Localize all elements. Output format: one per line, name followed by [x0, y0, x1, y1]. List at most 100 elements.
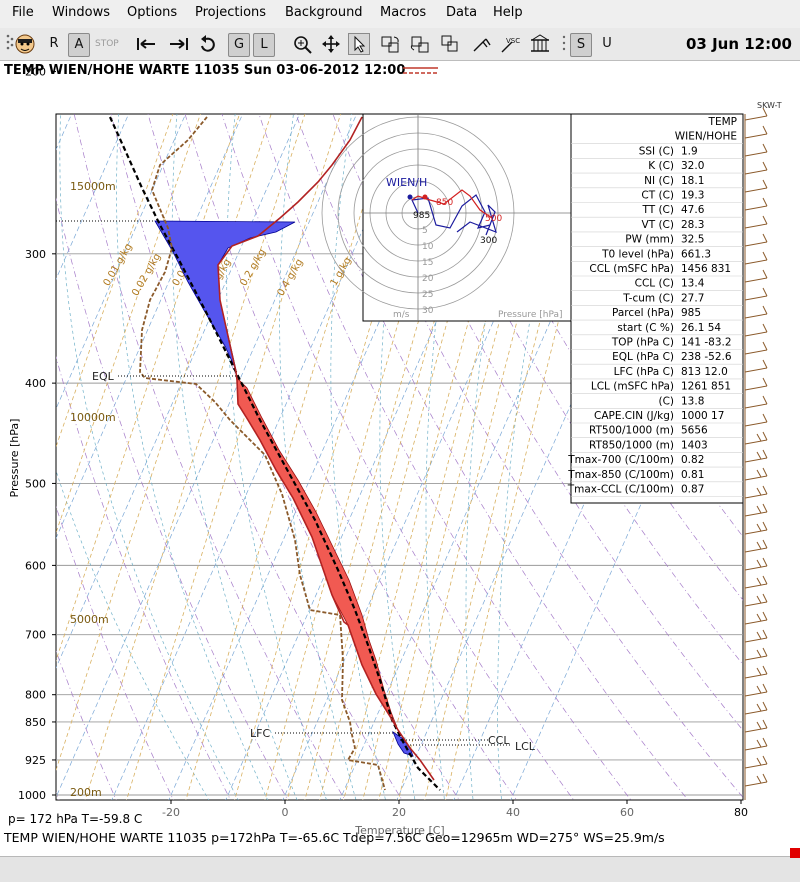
hodograph-level-985: 985 [413, 211, 430, 221]
pressure-tick-label: 300 [25, 248, 46, 261]
wind-barb-icon [744, 475, 768, 481]
cursor-readout: p= 172 hPa T=-59.8 C [8, 812, 143, 826]
mixing-ratio-line [304, 114, 494, 800]
indices-row-label: Parcel (hPa) [612, 307, 674, 319]
indices-row-label: VT (C) [642, 219, 674, 231]
wind-barb-icon [744, 745, 768, 751]
wind-column-header: SKW-T [757, 101, 782, 110]
wind-barb-feather [762, 431, 768, 441]
wind-barb-feather [762, 701, 768, 711]
wind-barb-feather [756, 649, 762, 658]
hodograph-level-300: 300 [480, 236, 497, 246]
button-s[interactable]: S [570, 33, 592, 57]
hodograph-ring-label: 20 [422, 274, 434, 284]
height-label-10000: 10000m [70, 411, 116, 424]
button-r[interactable]: R [49, 36, 59, 51]
hodograph-inset[interactable]: 5 10 15 20 25 30 WIEN/H 985 850 500 300 m/s P… [321, 113, 572, 322]
last-frame-icon[interactable] [166, 34, 190, 54]
button-a[interactable]: A [68, 33, 90, 57]
wind-barb-column: SKW-T [744, 101, 782, 800]
indices-row-value: 18.1 [681, 175, 704, 187]
pressure-tick-label: 200 [25, 66, 46, 79]
indices-row-value: 13.8 [681, 395, 704, 407]
menu-windows[interactable]: Windows [52, 5, 111, 20]
indices-row-value: 19.3 [681, 190, 704, 202]
isotherm-line [111, 114, 415, 800]
stop-button[interactable]: STOP [95, 39, 119, 49]
moist-adiabat-line [116, 114, 269, 800]
temperature-tick-label: 60 [620, 806, 634, 819]
mixing-ratio-line [319, 114, 506, 800]
wind-barb-icon [744, 187, 768, 193]
legend-swatch-icon [403, 67, 438, 74]
loop-icon[interactable] [198, 34, 220, 54]
wind-barb-feather [762, 305, 768, 315]
dry-adiabat-line [56, 649, 117, 800]
wind-barb-icon [744, 655, 768, 661]
first-frame-icon[interactable] [135, 34, 159, 54]
wind-barb-feather [762, 485, 768, 495]
dry-adiabat-line [221, 114, 575, 800]
wind-barb-feather [762, 575, 768, 585]
station-icon[interactable] [529, 33, 551, 55]
wind-barb-feather [756, 433, 762, 442]
pan-icon[interactable] [320, 34, 342, 54]
wind-barb-icon [744, 115, 768, 121]
menu-projections[interactable]: Projections [195, 5, 267, 20]
wind-barb-feather [756, 775, 762, 784]
wind-barb-icon [744, 241, 768, 247]
vsc-icon[interactable]: VSC [500, 34, 524, 54]
button-g[interactable]: G [228, 33, 250, 57]
zoom-icon[interactable] [292, 34, 314, 54]
menu-help[interactable]: Help [493, 5, 523, 20]
toolbar: R A STOP G L VSC S U 03 Jun 1 [0, 28, 800, 61]
user-face-icon[interactable] [14, 33, 36, 55]
dry-adiabat-line [56, 355, 231, 800]
wind-barb-feather [756, 577, 762, 586]
wind-barb-feather [762, 197, 768, 207]
indices-header-label: WIEN/HOHE [675, 131, 737, 143]
menu-data[interactable]: Data [446, 5, 478, 20]
mixing-ratio-line [264, 114, 460, 800]
overlay-icon[interactable] [440, 34, 462, 54]
rotate-left-icon[interactable] [380, 34, 402, 54]
wind-barb-feather [762, 251, 768, 261]
wind-barb-icon [744, 565, 768, 571]
dry-adiabat-line [147, 114, 460, 800]
dry-adiabat-line [56, 505, 174, 800]
indices-row-label: K (C) [648, 160, 674, 172]
indices-row-label: Tmax-700 (C/100m) [567, 454, 674, 466]
menu-file[interactable]: File [12, 5, 34, 20]
indices-row-label: CAPE.CIN (J/kg) [594, 410, 674, 422]
wind-barb-feather [762, 557, 768, 567]
temperature-tick-label: 0 [282, 806, 289, 819]
wind-barb-feather [762, 341, 768, 351]
wind-barb-icon [744, 727, 768, 733]
wind-barb-icon [744, 781, 768, 787]
wind-barb-feather [756, 523, 762, 532]
select-pointer-icon[interactable] [348, 33, 370, 55]
grip-icon [6, 34, 14, 50]
menu-options[interactable]: Options [127, 5, 178, 20]
wind-barb-feather [762, 647, 768, 657]
button-u[interactable]: U [602, 36, 612, 51]
pressure-tick-label: 1000 [18, 789, 46, 802]
button-l[interactable]: L [253, 33, 275, 57]
wind-barb-feather [762, 215, 768, 225]
rotate-right-icon[interactable] [410, 34, 432, 54]
wind-barb-feather [762, 773, 768, 783]
wind-barb-feather [756, 451, 762, 460]
indices-row-value: 0.87 [681, 484, 704, 496]
temperature-axis-label: Temperature [C] [354, 824, 444, 837]
menu-background[interactable]: Background [285, 5, 363, 20]
menu-bar: File Windows Options Projections Backgro… [0, 0, 800, 29]
pressure-tick-label: 850 [25, 716, 46, 729]
pressure-axis: 1502003004005006007008008509251000 [18, 66, 56, 802]
wind-barb-icon[interactable] [470, 34, 492, 54]
indices-row-label: PW (mm) [625, 234, 674, 246]
wind-barb-icon [744, 133, 768, 139]
indices-row-label: Tmax-CCL (C/100m) [567, 484, 674, 496]
menu-macros[interactable]: Macros [380, 5, 427, 20]
indices-row-label: start (C %) [617, 322, 674, 334]
